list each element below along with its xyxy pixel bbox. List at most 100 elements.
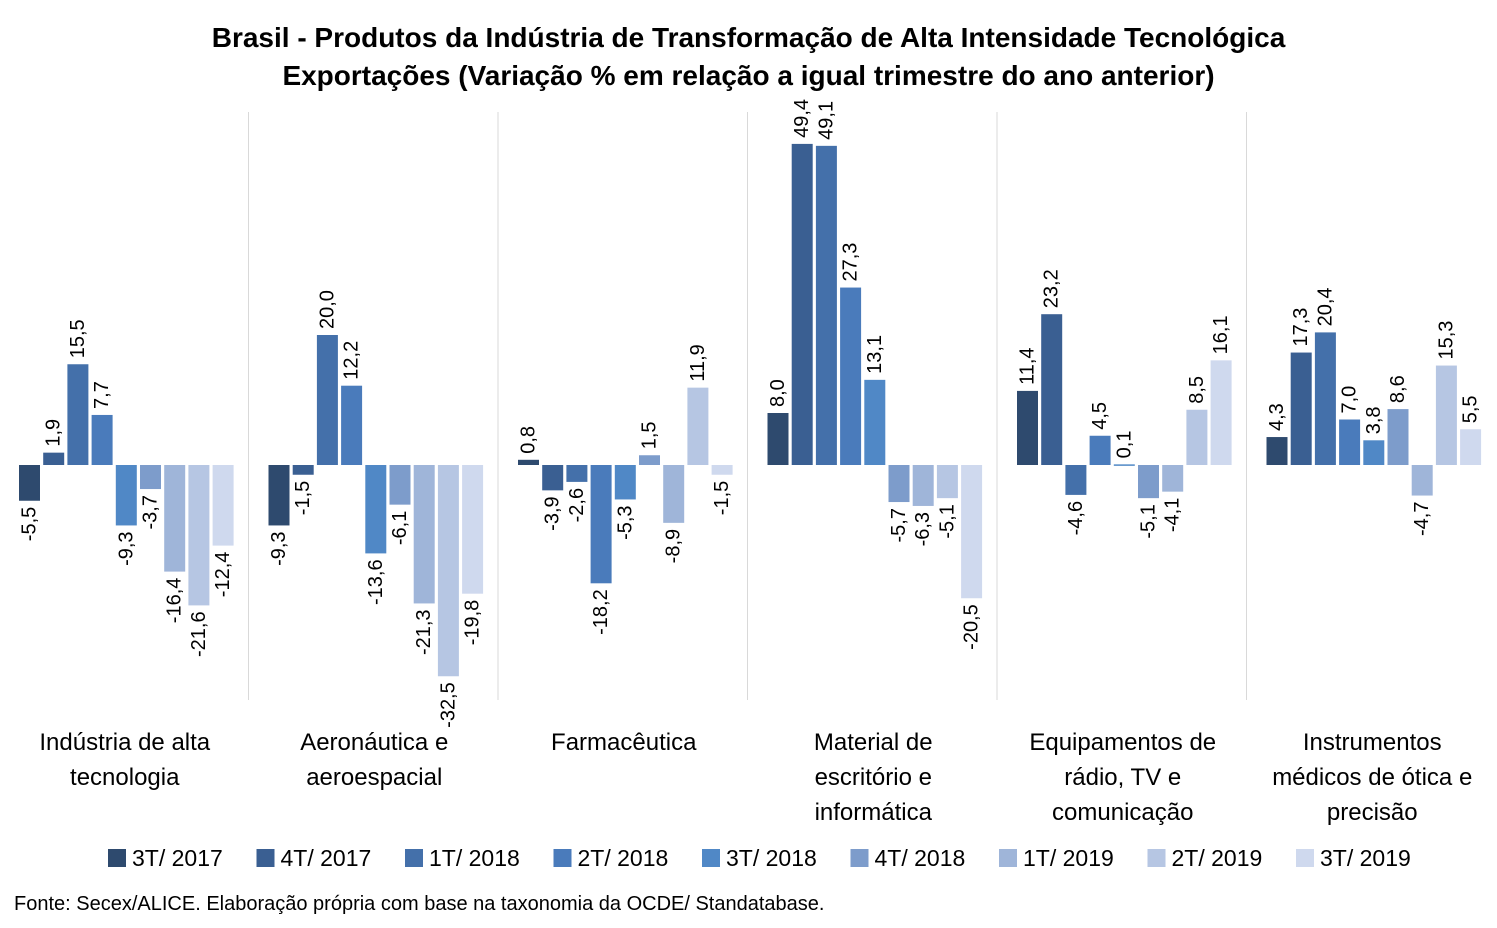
data-label: -5,1 — [936, 504, 958, 538]
data-label: -16,4 — [164, 578, 186, 624]
legend-swatch — [108, 849, 126, 867]
category-label: rádio, TV e — [1064, 764, 1181, 791]
data-label: 15,5 — [67, 319, 89, 358]
bar — [1210, 360, 1232, 465]
legend-label: 1T/ 2019 — [1023, 845, 1114, 871]
bar — [1017, 390, 1038, 465]
category-label: aeroespacial — [306, 764, 442, 791]
data-label: 7,0 — [1339, 386, 1361, 414]
data-label: -9,3 — [115, 531, 137, 565]
bar — [413, 465, 435, 604]
bar — [1065, 465, 1087, 495]
category-label: escritório e — [815, 764, 932, 791]
bar — [1290, 352, 1312, 465]
bar — [316, 335, 338, 465]
bar — [140, 465, 161, 490]
data-label: -5,7 — [888, 508, 910, 542]
legend-swatch — [702, 849, 720, 867]
data-label: -5,3 — [614, 505, 636, 539]
bar — [43, 452, 65, 465]
data-label: -12,4 — [212, 552, 234, 598]
data-label: 49,4 — [791, 99, 813, 138]
data-label: -4,7 — [1411, 502, 1433, 536]
bar — [1041, 314, 1063, 465]
bar — [663, 465, 685, 523]
data-label: -21,3 — [413, 609, 435, 655]
data-label: -6,1 — [389, 511, 411, 545]
bar — [888, 465, 910, 503]
category-label: precisão — [1327, 799, 1418, 826]
legend-swatch — [850, 849, 869, 867]
bar — [566, 465, 588, 482]
bar — [542, 465, 564, 491]
data-label: -18,2 — [590, 589, 612, 635]
data-label: -2,6 — [566, 488, 588, 522]
legend-swatch — [405, 849, 423, 867]
data-label: -3,7 — [140, 495, 162, 529]
data-label: -13,6 — [365, 559, 387, 605]
bar — [1314, 332, 1336, 465]
legend-label: 3T/ 2018 — [726, 845, 817, 871]
bar — [365, 465, 387, 554]
data-label: -5,1 — [1138, 504, 1160, 538]
bar — [1113, 464, 1135, 466]
category-label: médicos de ótica e — [1272, 764, 1472, 791]
data-label: 20,0 — [316, 290, 338, 329]
category-label: Indústria de alta — [39, 729, 210, 756]
data-label: -20,5 — [961, 604, 983, 650]
data-label: 4,5 — [1089, 402, 1111, 430]
bar — [67, 364, 89, 465]
data-label: -21,6 — [188, 611, 210, 657]
data-label: -4,6 — [1065, 501, 1087, 535]
legend-swatch — [256, 849, 275, 867]
data-label: -1,5 — [711, 481, 733, 515]
legend-swatch — [1296, 849, 1314, 867]
data-label: 12,2 — [341, 341, 363, 380]
bar — [1266, 437, 1288, 465]
data-label: 3,8 — [1363, 406, 1385, 434]
data-label: 7,7 — [91, 381, 113, 409]
bar — [212, 465, 234, 546]
bar — [341, 385, 363, 465]
category-label: comunicação — [1052, 799, 1193, 826]
bar — [864, 379, 886, 465]
data-label: -3,9 — [542, 496, 564, 530]
chart-title-line2: Exportações (Variação % em relação a igu… — [282, 60, 1215, 91]
data-label: 1,5 — [639, 421, 661, 449]
data-label: 16,1 — [1210, 315, 1232, 354]
bar — [1363, 440, 1385, 465]
category-label: Material de — [814, 729, 933, 756]
legend-label: 4T/ 2018 — [875, 845, 966, 871]
legend-label: 1T/ 2018 — [429, 845, 520, 871]
data-label: -19,8 — [462, 600, 484, 646]
data-label: 4,3 — [1266, 403, 1288, 431]
data-label: 8,6 — [1387, 375, 1409, 403]
data-label: 0,8 — [518, 426, 540, 454]
category-label: tecnologia — [70, 764, 180, 791]
data-label: 49,1 — [815, 101, 837, 140]
legend-label: 2T/ 2018 — [578, 845, 669, 871]
category-label: informática — [815, 799, 933, 826]
bar — [1411, 465, 1433, 496]
bar — [1138, 465, 1159, 499]
data-label: 20,4 — [1314, 287, 1336, 326]
bar — [164, 465, 186, 572]
bar — [791, 143, 813, 465]
category-label: Instrumentos — [1303, 729, 1442, 756]
data-label: 15,3 — [1435, 321, 1457, 360]
bar — [518, 459, 539, 465]
bar — [1162, 465, 1184, 492]
bar — [1186, 409, 1208, 465]
bar — [19, 465, 40, 501]
category-label: Farmacêutica — [551, 729, 697, 756]
data-label: -4,1 — [1162, 498, 1184, 532]
bar — [614, 465, 636, 500]
bar — [1435, 365, 1457, 465]
bar — [961, 465, 983, 599]
bar — [437, 465, 459, 677]
data-label: 8,0 — [767, 379, 789, 407]
bar — [767, 413, 789, 465]
legend-label: 2T/ 2019 — [1172, 845, 1263, 871]
bar — [815, 145, 837, 465]
category-label: Aeronáutica e — [300, 729, 448, 756]
